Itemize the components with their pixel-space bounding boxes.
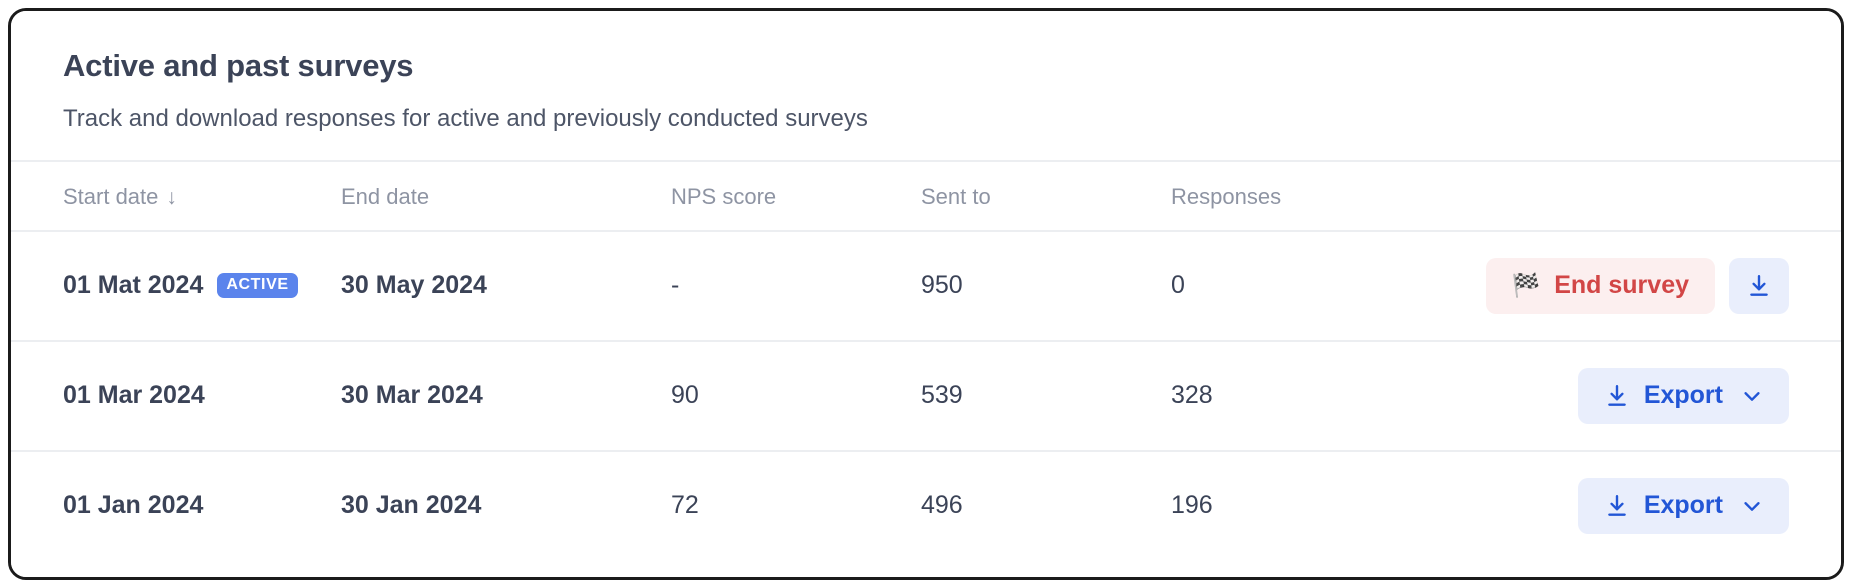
download-button[interactable] — [1729, 257, 1789, 314]
cell-actions: Export — [1471, 340, 1841, 452]
column-header-actions — [1471, 159, 1841, 232]
cell-end-date: 30 Mar 2024 — [341, 340, 671, 452]
status-badge: ACTIVE — [217, 273, 298, 299]
cell-responses: 0 — [1171, 230, 1471, 342]
checkered-flag-icon: 🏁 — [1511, 272, 1541, 299]
table-row: 01 Mat 2024 ACTIVE 30 May 2024 - 950 0 🏁… — [11, 230, 1841, 342]
export-button-label: Export — [1643, 381, 1723, 410]
cell-sent-to: 539 — [921, 340, 1171, 452]
table-body: 01 Mat 2024 ACTIVE 30 May 2024 - 950 0 🏁… — [11, 230, 1841, 560]
cell-nps-score: 90 — [671, 340, 921, 452]
table-row: 01 Jan 2024 30 Jan 2024 72 496 196 — [11, 451, 1841, 560]
row-actions: Export — [1471, 367, 1789, 424]
column-header-end-date[interactable]: End date — [341, 159, 671, 232]
cell-sent-to: 950 — [921, 230, 1171, 342]
cell-end-date: 30 Jan 2024 — [341, 491, 482, 520]
export-button[interactable]: Export — [1577, 477, 1789, 534]
cell-nps-score: 72 — [671, 491, 699, 520]
download-icon — [1604, 493, 1630, 519]
card-header: Active and past surveys Track and downlo… — [11, 11, 1841, 160]
cell-end-date: 30 May 2024 — [341, 230, 671, 342]
table-row: 01 Mar 2024 30 Mar 2024 90 539 328 — [11, 340, 1841, 452]
download-icon — [1746, 273, 1772, 299]
cell-sent-to: 496 — [921, 491, 963, 520]
column-header-start-date-label: Start date — [63, 183, 159, 209]
row-actions: 🏁 End survey — [1471, 257, 1789, 314]
column-header-end-date-label: End date — [341, 183, 430, 209]
chevron-down-icon — [1741, 385, 1763, 407]
cell-start-date: 01 Mar 2024 — [11, 340, 341, 452]
column-header-nps-score[interactable]: NPS score — [671, 159, 921, 232]
export-button-label: Export — [1643, 491, 1723, 520]
cell-start-date: 01 Mat 2024 ACTIVE — [11, 230, 341, 342]
page-title: Active and past surveys — [63, 48, 414, 83]
download-icon — [1604, 383, 1630, 409]
column-header-start-date[interactable]: Start date ↓ — [11, 159, 341, 232]
column-header-sent-to-label: Sent to — [921, 183, 991, 209]
table-header: Start date ↓ End date NPS score Sent to R… — [11, 159, 1841, 232]
cell-actions: 🏁 End survey — [1471, 230, 1841, 342]
table-header-row: Start date ↓ End date NPS score Sent to R… — [11, 159, 1841, 232]
start-date-value: 01 Mat 2024 — [63, 271, 204, 300]
end-survey-button[interactable]: 🏁 End survey — [1485, 257, 1715, 314]
column-header-responses[interactable]: Responses — [1171, 159, 1471, 232]
arrow-down-icon: ↓ — [166, 185, 177, 209]
column-header-responses-label: Responses — [1171, 183, 1282, 209]
cell-start-date: 01 Jan 2024 — [63, 491, 204, 520]
surveys-table: Start date ↓ End date NPS score Sent to R… — [11, 159, 1841, 560]
cell-actions: Export — [1471, 451, 1841, 560]
screenshot-frame: Active and past surveys Track and downlo… — [8, 8, 1844, 580]
cell-responses: 196 — [1171, 491, 1213, 520]
cell-responses: 328 — [1171, 340, 1471, 452]
chevron-down-icon — [1741, 495, 1763, 517]
column-header-nps-score-label: NPS score — [671, 183, 777, 209]
page-subtitle: Track and download responses for active … — [63, 105, 868, 133]
cell-nps-score: - — [671, 230, 921, 342]
end-survey-button-label: End survey — [1554, 271, 1689, 300]
row-actions: Export — [1471, 477, 1789, 534]
column-header-sent-to[interactable]: Sent to — [921, 159, 1171, 232]
surveys-card: Active and past surveys Track and downlo… — [11, 11, 1841, 577]
export-button[interactable]: Export — [1577, 367, 1789, 424]
